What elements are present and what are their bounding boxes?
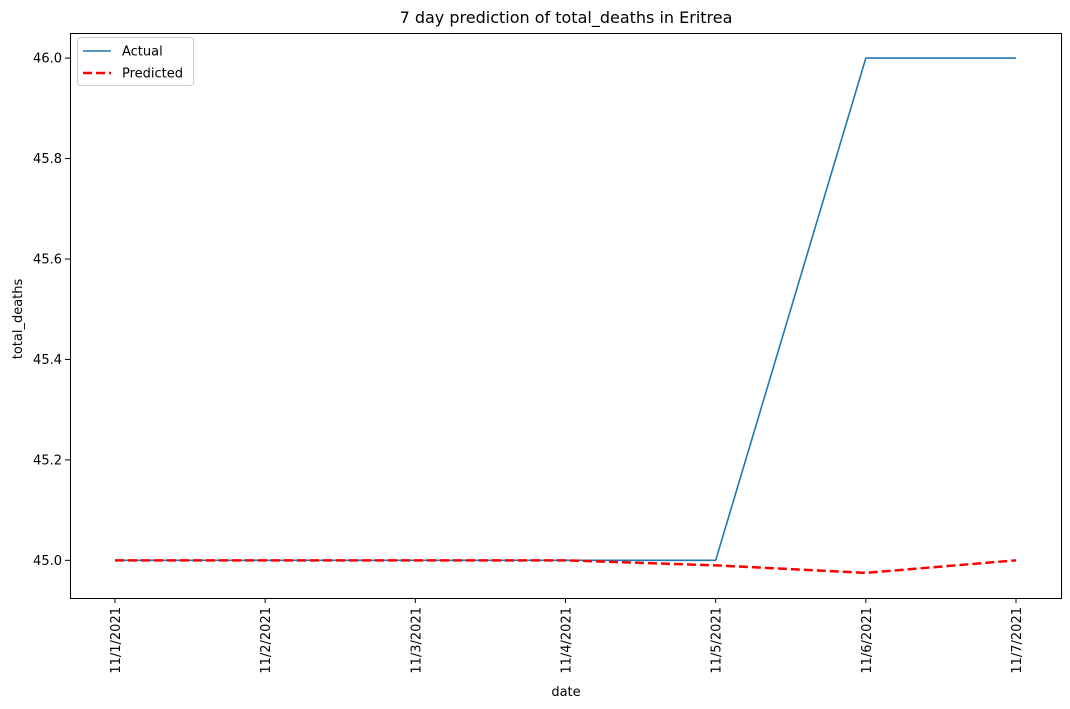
- x-axis-ticks: 11/1/2021 11/2/2021 11/3/2021 11/4/2021 11/5…: [109, 598, 1025, 674]
- y-tick-label: 46.0: [33, 52, 62, 67]
- y-tick-label: 45.2: [33, 453, 62, 468]
- y-tick-label: 45.6: [33, 253, 62, 268]
- legend-box: [77, 37, 194, 86]
- x-tick-label: 11/4/2021: [560, 607, 575, 674]
- y-axis-ticks: 45.0 45.2 45.4 45.6 45.8 46.0: [33, 52, 70, 569]
- y-axis-label: total_deaths: [11, 279, 26, 360]
- x-tick-label: 11/2/2021: [259, 607, 274, 674]
- legend-label-predicted: Predicted: [122, 67, 183, 82]
- x-axis-label: date: [551, 685, 580, 700]
- x-tick-label: 11/5/2021: [710, 607, 725, 674]
- y-tick-label: 45.8: [33, 152, 62, 167]
- chart-title: 7 day prediction of total_deaths in Erit…: [400, 8, 733, 28]
- plot-frame: [70, 33, 1062, 599]
- series-line-predicted: [115, 559, 1017, 575]
- y-tick-label: 45.4: [33, 353, 62, 368]
- x-tick-label: 11/7/2021: [1010, 607, 1025, 674]
- legend: Actual Predicted: [77, 37, 194, 86]
- x-tick-label: 11/1/2021: [109, 607, 124, 674]
- x-tick-label: 11/3/2021: [409, 607, 424, 674]
- series-layer: [115, 57, 1017, 575]
- y-tick-label: 45.0: [33, 554, 62, 569]
- legend-label-actual: Actual: [122, 45, 163, 60]
- x-tick-label: 11/6/2021: [860, 607, 875, 674]
